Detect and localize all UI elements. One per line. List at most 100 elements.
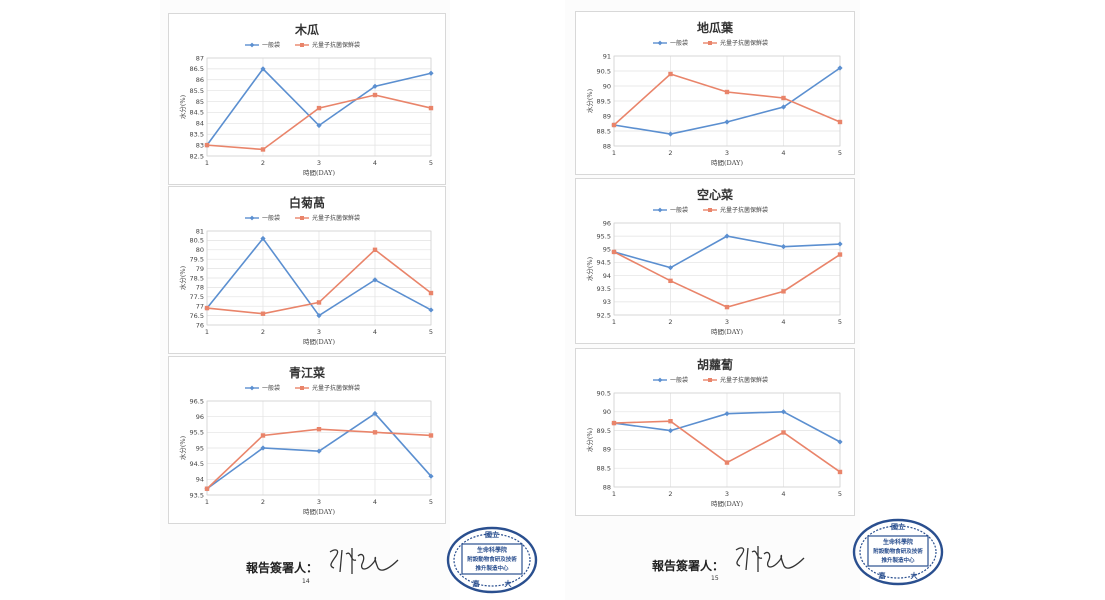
- y-axis-label: 水分(%): [178, 435, 187, 460]
- data-point: [781, 289, 786, 294]
- x-tick-label: 3: [725, 490, 729, 498]
- chart-panel-sweet-potato-leaves: 地瓜葉 一般袋 光量子抗菌保鮮袋 88 88.5 89 89.5 90 90.5 91 1 2 3 4 5 時…: [575, 11, 855, 175]
- svg-text:大: 大: [505, 579, 512, 588]
- y-tick-label: 96: [196, 413, 204, 421]
- y-axis-label: 水分(%): [585, 88, 594, 113]
- x-tick-label: 2: [261, 328, 265, 336]
- x-tick-label: 1: [612, 149, 616, 157]
- y-tick-label: 87: [196, 54, 204, 62]
- x-tick-label: 1: [205, 159, 209, 167]
- y-tick-label: 88.5: [597, 127, 611, 135]
- y-tick-label: 79: [196, 265, 204, 273]
- legend-marker: [300, 43, 304, 47]
- y-tick-label: 77: [196, 303, 204, 311]
- svg-text:推升製造中心: 推升製造中心: [475, 564, 509, 572]
- legend-marker: [657, 40, 663, 46]
- x-axis-label: 時間(DAY): [711, 500, 743, 508]
- data-point: [837, 65, 843, 71]
- chart-title: 胡蘿蔔: [697, 357, 733, 372]
- legend-marker: [657, 207, 663, 213]
- y-tick-label: 84.5: [190, 109, 204, 117]
- y-tick-label: 76.5: [190, 312, 204, 320]
- legend-label: 光量子抗菌保鮮袋: [720, 39, 768, 47]
- x-tick-label: 5: [429, 498, 433, 506]
- svg-text:附設動物食研及技術: 附設動物食研及技術: [467, 555, 517, 563]
- y-tick-label: 81: [196, 227, 204, 235]
- data-point: [316, 122, 322, 129]
- data-point: [316, 313, 322, 319]
- y-tick-label: 95: [196, 444, 204, 452]
- data-point: [204, 305, 210, 311]
- chart-title: 地瓜葉: [697, 20, 734, 35]
- y-tick-label: 78.5: [190, 274, 204, 282]
- data-point: [611, 420, 617, 426]
- legend-label: 光量子抗菌保鮮袋: [312, 214, 360, 222]
- x-axis-label: 時間(DAY): [303, 338, 335, 346]
- y-tick-label: 93.5: [190, 491, 204, 499]
- data-point: [668, 278, 673, 284]
- x-tick-label: 2: [668, 490, 672, 498]
- data-point: [724, 89, 730, 95]
- x-tick-label: 2: [261, 498, 265, 506]
- y-tick-label: 90: [603, 408, 611, 416]
- data-point: [260, 433, 266, 438]
- y-tick-label: 79.5: [190, 256, 204, 264]
- x-tick-label: 3: [725, 318, 729, 326]
- svg-text:國立: 國立: [485, 530, 499, 539]
- y-tick-label: 88.5: [597, 465, 611, 473]
- data-point: [667, 131, 674, 137]
- signer-label-right: 報告簽署人：: [652, 559, 725, 573]
- legend: 一般袋 光量子抗菌保鮮袋: [653, 206, 768, 214]
- page-number-left: 14: [302, 578, 310, 585]
- svg-text:大: 大: [911, 571, 918, 580]
- data-point: [260, 147, 266, 152]
- data-point: [316, 448, 322, 454]
- data-point: [428, 473, 434, 479]
- y-tick-label: 90.5: [597, 389, 611, 397]
- legend: 一般袋 光量子抗菌保鮮袋: [245, 41, 360, 49]
- y-tick-label: 89: [603, 446, 611, 454]
- y-tick-label: 95.5: [190, 429, 204, 437]
- y-tick-label: 95: [603, 246, 611, 254]
- seal-stamp-left: 國立 生命科學院 附設動物食研及技術 推升製造中心 嘉 大: [446, 526, 538, 594]
- y-tick-label: 82.5: [190, 152, 204, 160]
- data-point: [837, 469, 843, 475]
- x-axis-label: 時間(DAY): [711, 328, 743, 336]
- data-point: [724, 460, 730, 465]
- chart-title: 空心菜: [697, 187, 733, 202]
- svg-text:生命科學院: 生命科學院: [477, 546, 507, 554]
- data-point: [316, 427, 322, 432]
- page-number-right: 15: [711, 575, 719, 582]
- data-point: [428, 70, 434, 76]
- y-tick-label: 94.5: [190, 460, 204, 468]
- data-point: [668, 419, 673, 424]
- y-axis-label: 水分(%): [585, 256, 594, 281]
- data-point: [260, 235, 266, 242]
- y-tick-label: 91: [603, 52, 611, 60]
- data-point: [372, 277, 378, 283]
- chart-panel-water-spinach: 空心菜 一般袋 光量子抗菌保鮮袋 92.5 93 93.5 94 94.5 95 95.5 96 1 2…: [575, 178, 855, 344]
- data-point: [316, 300, 322, 305]
- data-point: [260, 311, 266, 316]
- y-tick-label: 96.5: [190, 397, 204, 405]
- y-tick-label: 90: [603, 82, 611, 90]
- x-tick-label: 1: [612, 318, 616, 326]
- y-tick-label: 90.5: [597, 67, 611, 75]
- chart-title: 白菊萵: [289, 195, 325, 210]
- x-tick-label: 2: [668, 318, 672, 326]
- y-tick-label: 88: [603, 483, 611, 491]
- x-tick-label: 5: [838, 318, 842, 326]
- legend-marker: [300, 216, 304, 220]
- data-point: [837, 252, 843, 257]
- data-point: [428, 290, 434, 296]
- legend-label: 一般袋: [670, 39, 688, 47]
- x-tick-label: 5: [429, 159, 433, 167]
- data-point: [204, 142, 210, 148]
- data-point: [724, 411, 730, 417]
- x-tick-label: 3: [317, 498, 321, 506]
- chart-panel-carrot: 胡蘿蔔 一般袋 光量子抗菌保鮮袋 88 88.5 89 89.5 90 90.5 1 2 3 4 5 時間(…: [575, 348, 855, 516]
- data-point: [837, 119, 843, 125]
- x-tick-label: 1: [612, 490, 616, 498]
- legend-marker: [708, 208, 712, 212]
